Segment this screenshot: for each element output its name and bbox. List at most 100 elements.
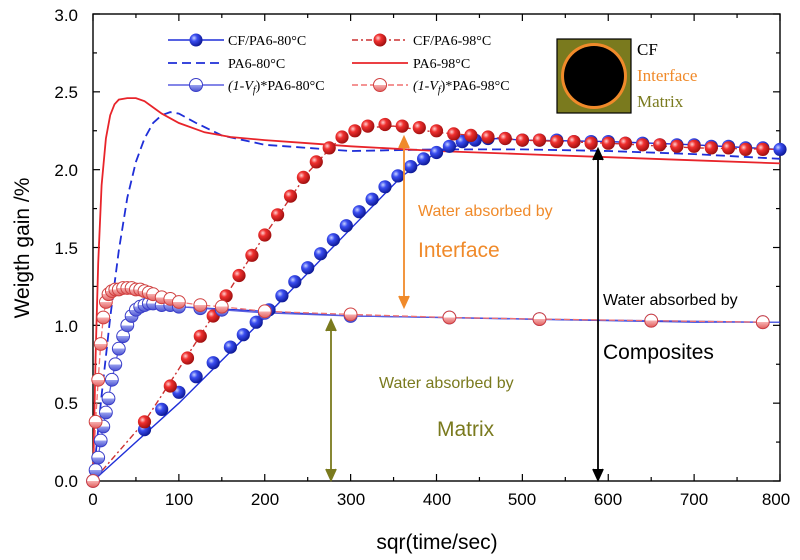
composites-annotation-line1: Water absorbed by [603,292,738,309]
schematic-label-matrix: Matrix [637,92,684,111]
y-tick-label: 2.5 [54,83,78,102]
x-tick-label: 600 [594,490,622,509]
data-point-cf-pa6-98-c [232,268,246,283]
data-point-cf-pa6-80-c [429,145,444,160]
svg-text:CF/PA6-98°C: CF/PA6-98°C [413,34,491,49]
data-point-cf-pa6-80-c [442,139,456,153]
data-point-cf-pa6-80-c [189,370,203,384]
matrix-annotation-line2: Matrix [437,418,495,441]
data-point-1-vf-pa6-98-c [193,298,208,313]
svg-text:PA6-80°C: PA6-80°C [228,57,285,72]
data-point-1-vf-pa6-98-c [93,337,108,351]
data-point-cf-pa6-98-c [361,119,375,133]
x-tick-label: 700 [680,490,708,509]
interface-arrow [398,134,410,310]
x-tick-label: 200 [251,490,279,509]
data-point-cf-pa6-98-c [180,351,195,365]
data-point-cf-pa6-98-c [348,124,362,138]
data-point-cf-pa6-98-c [601,136,615,150]
data-point-cf-pa6-98-c [636,138,650,152]
data-point-cf-pa6-80-c [155,402,169,416]
data-point-cf-pa6-98-c [309,155,323,169]
data-point-cf-pa6-80-c [236,328,250,342]
data-point-cf-pa6-80-c [288,275,302,289]
data-point-cf-pa6-98-c [137,415,152,429]
data-point-cf-pa6-98-c [447,127,461,141]
composites-arrow [592,146,604,483]
x-tick-label: 300 [337,490,365,509]
data-point-cf-pa6-98-c [756,142,770,156]
data-point-1-vf-pa6-80-c [101,391,116,406]
data-point-cf-pa6-98-c [704,141,718,155]
annotation-arrows [325,134,604,483]
data-point-cf-pa6-98-c [271,208,285,222]
svg-text:CF/PA6-80°C: CF/PA6-80°C [228,34,306,49]
data-point-cf-pa6-80-c [365,192,379,206]
data-point-1-vf-pa6-98-c [172,295,186,309]
data-point-cf-pa6-98-c [550,135,564,149]
data-point-cf-pa6-98-c [335,130,349,144]
data-point-1-vf-pa6-80-c [105,372,119,387]
interface-annotation-line1: Water absorbed by [418,203,553,220]
series-line-1-vf-pa6-80-c [92,302,763,482]
data-point-cf-pa6-98-c [378,117,392,132]
x-tick-label: 400 [423,490,451,509]
y-axis-title: Weigth gain /% [11,178,34,319]
data-point-cf-pa6-80-c [275,289,289,303]
x-axis-title: sqr(time/sec) [376,531,497,554]
y-tick-label: 1.0 [54,317,78,336]
data-point-1-vf-pa6-98-c [214,299,229,314]
data-point-1-vf-pa6-98-c [644,313,659,328]
data-point-cf-pa6-80-c [417,152,431,166]
data-point-cf-pa6-80-c [249,315,263,329]
legend-item-vf-pa6-80: (1-Vf)*PA6-80°C [168,78,325,96]
data-point-cf-pa6-98-c [245,248,259,262]
interface-annotation-line2: Interface [418,239,500,262]
data-point-cf-pa6-98-c [567,135,581,149]
x-tick-label: 100 [165,490,193,509]
y-tick-labels: 0.0 0.5 1.0 1.5 2.0 2.5 3.0 [54,6,78,491]
y-tick-label: 3.0 [54,6,78,25]
y-tick-label: 0.5 [54,394,78,413]
legend-item-pa6-98: PA6-98°C [352,57,470,72]
data-point-1-vf-pa6-80-c [99,405,113,420]
data-point-cf-pa6-80-c [404,160,418,174]
schematic-label-interface: Interface [637,66,697,85]
data-point-1-vf-pa6-98-c [88,414,103,429]
x-tick-label: 0 [88,490,97,509]
series-markers [86,117,787,488]
fiber-core [564,46,624,106]
y-tick-label: 2.0 [54,161,78,180]
data-point-1-vf-pa6-98-c [86,474,100,488]
legend: CF/PA6-80°C CF/PA6-98°C PA6-80°C PA6-98°… [168,33,510,96]
composites-annotation-line2: Composites [603,341,714,364]
data-point-1-vf-pa6-80-c [108,357,123,372]
data-point-cf-pa6-98-c [322,141,336,155]
data-point-1-vf-pa6-98-c [91,372,106,387]
data-point-cf-pa6-98-c [193,329,207,343]
y-tick-label: 0.0 [54,472,78,491]
data-point-cf-pa6-98-c [653,138,667,152]
data-point-cf-pa6-98-c [498,131,512,146]
data-point-cf-pa6-98-c [739,142,753,156]
data-point-cf-pa6-80-c [352,205,366,219]
data-point-cf-pa6-80-c [378,180,392,194]
data-point-cf-pa6-98-c [515,133,530,147]
data-point-1-vf-pa6-80-c [111,341,126,356]
data-point-1-vf-pa6-98-c [96,310,111,325]
data-point-1-vf-pa6-80-c [93,433,108,448]
x-tick-labels: 0 100 200 300 400 500 600 700 800 [88,490,790,509]
data-point-cf-pa6-80-c [391,169,405,183]
svg-text:PA6-98°C: PA6-98°C [413,57,470,72]
data-point-cf-pa6-98-c [721,141,736,155]
legend-item-vf-pa6-98: (1-Vf)*PA6-98°C [352,78,510,96]
data-point-cf-pa6-98-c [618,136,633,150]
matrix-arrow [325,317,337,483]
data-point-cf-pa6-80-c [326,233,340,247]
legend-item-pa6-80: PA6-80°C [168,57,285,72]
data-point-cf-pa6-80-c [773,142,787,156]
data-point-cf-pa6-80-c [314,247,328,261]
data-point-1-vf-pa6-98-c [343,307,358,322]
matrix-annotation-line1: Water absorbed by [379,375,514,392]
